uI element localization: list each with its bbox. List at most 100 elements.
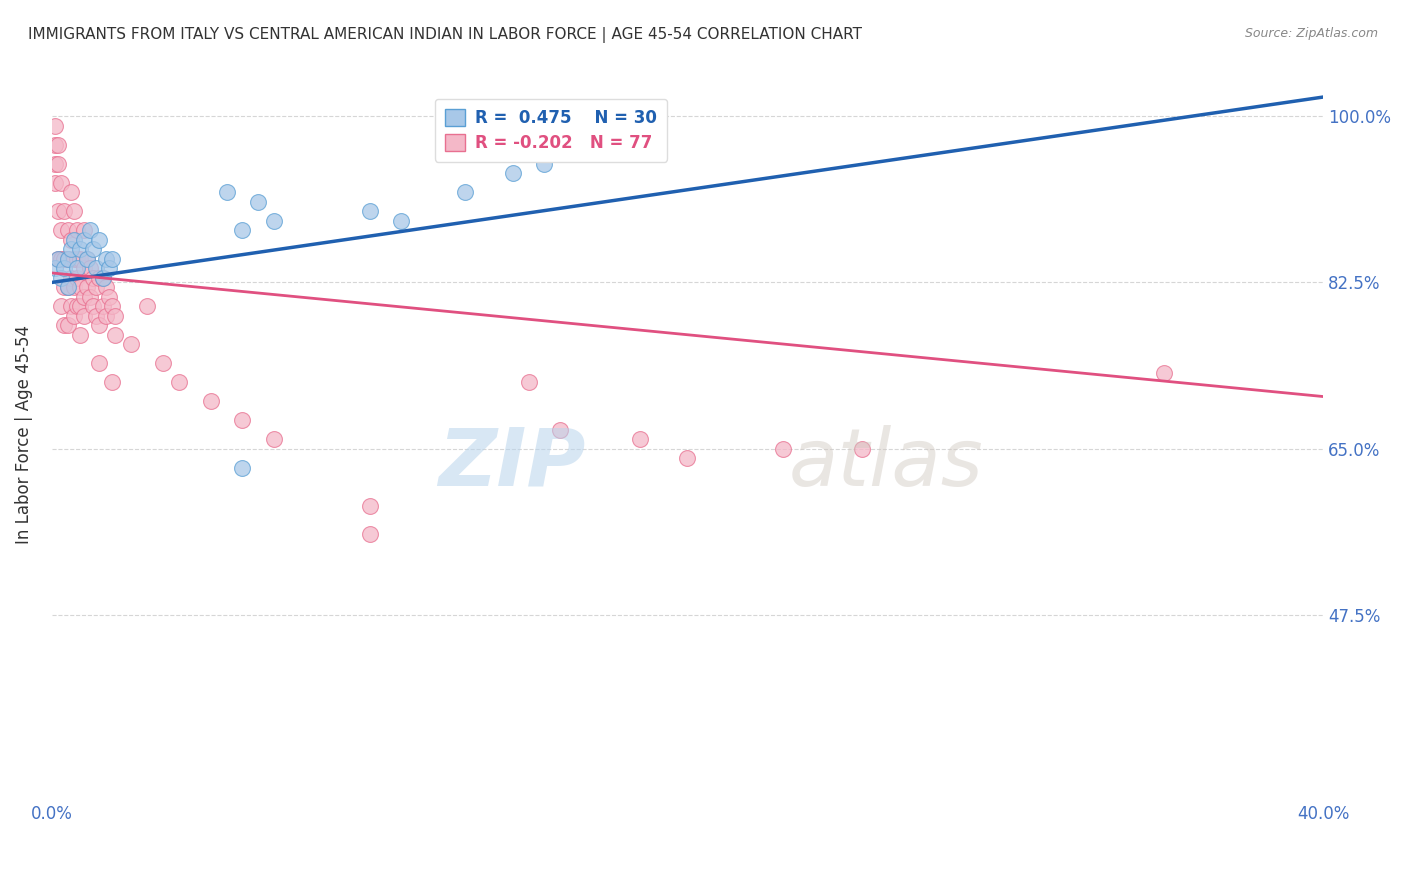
Point: [517, 376, 540, 390]
Point: [94, 309, 117, 323]
Point: [56, 280, 79, 294]
Point: [359, 527, 381, 541]
Point: [44, 156, 66, 170]
Point: [56, 280, 79, 294]
Point: [69, 252, 91, 266]
Point: [76, 252, 98, 266]
Point: [69, 299, 91, 313]
Point: [59, 270, 82, 285]
Point: [63, 309, 86, 323]
Point: [263, 433, 285, 447]
Point: [46, 252, 69, 266]
Point: [101, 252, 124, 266]
Point: [72, 309, 94, 323]
Point: [44, 137, 66, 152]
Point: [51, 252, 73, 266]
Point: [359, 499, 381, 513]
Point: [104, 309, 127, 323]
Point: [59, 233, 82, 247]
Point: [200, 394, 222, 409]
Point: [628, 433, 651, 447]
Point: [66, 270, 89, 285]
Point: [84, 261, 107, 276]
Point: [56, 318, 79, 333]
Text: Source: ZipAtlas.com: Source: ZipAtlas.com: [1244, 27, 1378, 40]
Point: [44, 176, 66, 190]
Point: [454, 185, 477, 199]
Point: [533, 156, 555, 170]
Point: [231, 413, 253, 427]
Point: [53, 252, 76, 266]
Point: [46, 137, 69, 152]
Point: [66, 261, 89, 276]
Point: [502, 166, 524, 180]
Point: [231, 223, 253, 237]
Point: [104, 327, 127, 342]
Point: [63, 204, 86, 219]
Point: [72, 261, 94, 276]
Point: [676, 451, 699, 466]
Point: [51, 270, 73, 285]
Point: [53, 261, 76, 276]
Point: [69, 242, 91, 256]
Point: [76, 252, 98, 266]
Point: [94, 280, 117, 294]
Y-axis label: In Labor Force | Age 45-54: In Labor Force | Age 45-54: [15, 325, 32, 544]
Point: [231, 460, 253, 475]
Point: [101, 376, 124, 390]
Point: [44, 119, 66, 133]
Point: [51, 223, 73, 237]
Point: [263, 213, 285, 227]
Point: [91, 270, 114, 285]
Point: [51, 299, 73, 313]
Point: [851, 442, 873, 456]
Point: [69, 327, 91, 342]
Point: [136, 299, 159, 313]
Point: [53, 204, 76, 219]
Point: [167, 376, 190, 390]
Legend: R =  0.475    N = 30, R = -0.202   N = 77: R = 0.475 N = 30, R = -0.202 N = 77: [434, 99, 666, 161]
Point: [46, 204, 69, 219]
Point: [89, 356, 111, 370]
Point: [63, 252, 86, 266]
Point: [82, 242, 104, 256]
Point: [79, 223, 101, 237]
Point: [97, 290, 120, 304]
Point: [46, 252, 69, 266]
Point: [91, 299, 114, 313]
Point: [59, 185, 82, 199]
Point: [76, 280, 98, 294]
Point: [66, 252, 89, 266]
Text: atlas: atlas: [789, 425, 984, 503]
Point: [56, 223, 79, 237]
Point: [66, 223, 89, 237]
Point: [79, 290, 101, 304]
Point: [772, 442, 794, 456]
Point: [91, 270, 114, 285]
Point: [550, 423, 572, 437]
Point: [82, 270, 104, 285]
Point: [72, 290, 94, 304]
Point: [1153, 366, 1175, 380]
Point: [97, 261, 120, 276]
Point: [89, 318, 111, 333]
Point: [247, 194, 270, 209]
Text: IMMIGRANTS FROM ITALY VS CENTRAL AMERICAN INDIAN IN LABOR FORCE | AGE 45-54 CORR: IMMIGRANTS FROM ITALY VS CENTRAL AMERICA…: [28, 27, 862, 43]
Point: [53, 318, 76, 333]
Point: [359, 204, 381, 219]
Point: [79, 261, 101, 276]
Point: [94, 252, 117, 266]
Point: [51, 176, 73, 190]
Point: [152, 356, 174, 370]
Point: [215, 185, 238, 199]
Point: [56, 252, 79, 266]
Text: ZIP: ZIP: [439, 425, 586, 503]
Point: [72, 233, 94, 247]
Point: [69, 280, 91, 294]
Point: [82, 299, 104, 313]
Point: [84, 309, 107, 323]
Point: [56, 252, 79, 266]
Point: [66, 299, 89, 313]
Point: [53, 280, 76, 294]
Point: [84, 280, 107, 294]
